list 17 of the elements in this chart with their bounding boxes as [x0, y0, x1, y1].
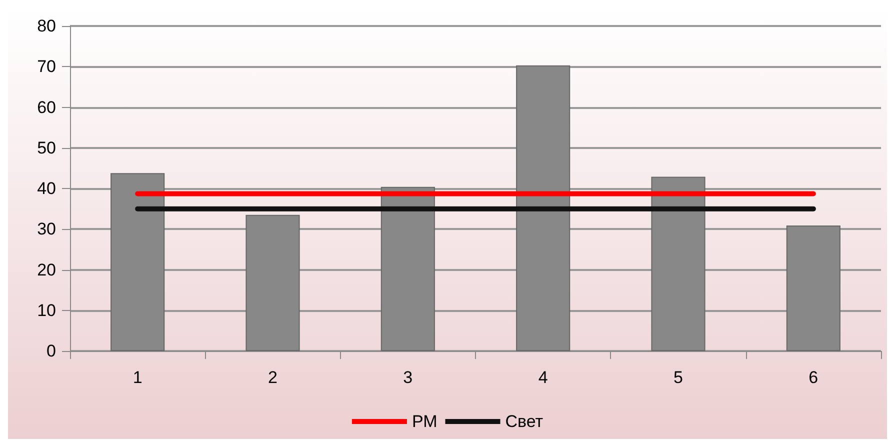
x-tick-label: 4 [538, 368, 548, 387]
x-tick-label: 3 [403, 368, 413, 387]
y-tick-label: 20 [37, 260, 56, 280]
y-tick-label: 80 [37, 16, 56, 36]
y-tick-label: 50 [37, 138, 56, 158]
legend-label: РМ [412, 412, 438, 431]
x-tick-label: 5 [674, 368, 683, 387]
y-tick-label: 30 [37, 220, 56, 239]
y-tick-label: 70 [37, 57, 56, 76]
x-tick-label: 1 [132, 368, 142, 387]
y-tick-label: 10 [37, 300, 56, 320]
legend-label: Свет [505, 412, 544, 431]
x-tick-label: 6 [808, 368, 818, 387]
y-tick-label: 60 [37, 98, 56, 117]
y-tick-label: 0 [46, 342, 56, 360]
y-tick-label: 40 [37, 179, 56, 198]
x-tick-label: 2 [268, 368, 278, 387]
